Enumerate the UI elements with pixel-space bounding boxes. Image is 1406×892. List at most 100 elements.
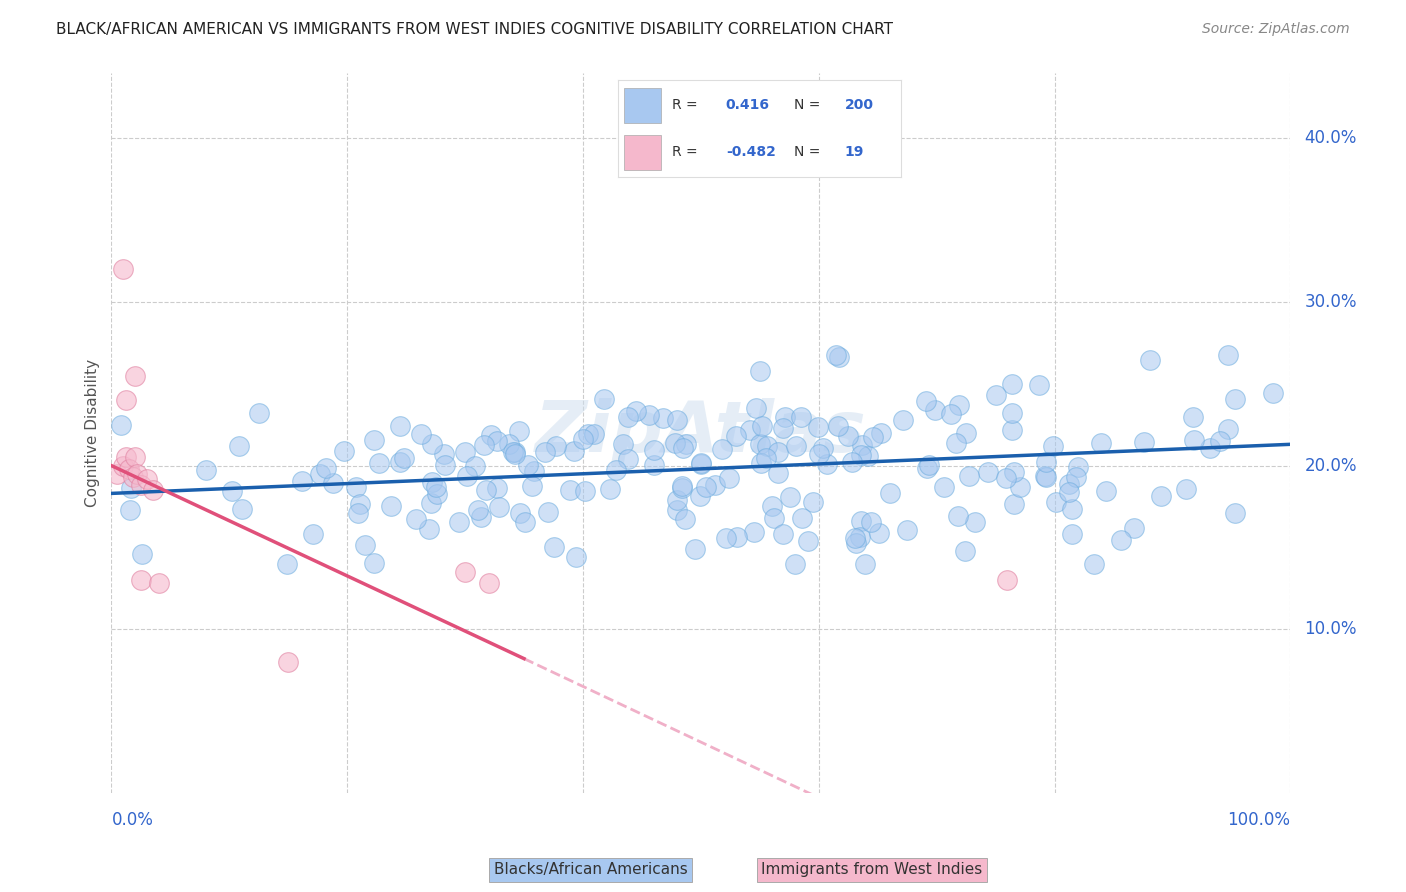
Point: [856, 450, 879, 464]
Point: [411, 427, 433, 442]
Point: [418, 522, 440, 536]
Point: [503, 445, 526, 459]
Point: [420, 496, 443, 510]
Point: [914, 394, 936, 409]
Point: [486, 434, 509, 448]
Point: [576, 426, 599, 441]
Point: [120, 481, 142, 495]
Point: [749, 456, 772, 470]
Point: [558, 483, 581, 498]
Point: [792, 511, 814, 525]
Point: [738, 423, 761, 437]
Point: [675, 512, 697, 526]
Point: [1064, 470, 1087, 484]
Point: [1028, 377, 1050, 392]
Text: Immigrants from West Indies: Immigrants from West Indies: [761, 863, 983, 877]
Point: [1057, 484, 1080, 499]
Point: [986, 388, 1008, 402]
Point: [666, 503, 689, 517]
Point: [110, 417, 132, 432]
Point: [1109, 533, 1132, 547]
Point: [363, 433, 385, 447]
Point: [725, 530, 748, 544]
Point: [583, 427, 606, 442]
Point: [772, 421, 794, 435]
Point: [1218, 348, 1240, 362]
Point: [447, 516, 470, 530]
Point: [344, 480, 367, 494]
Point: [485, 481, 508, 495]
Point: [562, 443, 585, 458]
Point: [742, 525, 765, 540]
Text: 30.0%: 30.0%: [1305, 293, 1357, 311]
Point: [498, 437, 520, 451]
Point: [763, 510, 786, 524]
Point: [1223, 506, 1246, 520]
Point: [785, 557, 807, 571]
Point: [392, 451, 415, 466]
Point: [470, 510, 492, 524]
Point: [389, 455, 412, 469]
Point: [380, 499, 402, 513]
Text: ZipAtlas: ZipAtlas: [534, 399, 866, 467]
Point: [131, 547, 153, 561]
Point: [1033, 469, 1056, 483]
Point: [953, 544, 976, 558]
Point: [1123, 521, 1146, 535]
Point: [808, 447, 831, 461]
Point: [349, 497, 371, 511]
Point: [751, 418, 773, 433]
Point: [1042, 439, 1064, 453]
Point: [1184, 434, 1206, 448]
Point: [977, 465, 1000, 479]
Point: [537, 505, 560, 519]
Point: [309, 467, 332, 481]
Point: [965, 515, 987, 529]
Point: [142, 483, 165, 497]
Point: [827, 418, 849, 433]
Point: [523, 465, 546, 479]
Point: [291, 475, 314, 489]
Point: [148, 576, 170, 591]
Point: [915, 461, 938, 475]
Point: [790, 409, 813, 424]
Point: [948, 398, 970, 412]
Point: [844, 531, 866, 545]
Point: [302, 526, 325, 541]
Point: [1218, 421, 1240, 435]
Point: [689, 489, 711, 503]
Point: [755, 439, 778, 453]
Point: [565, 549, 588, 564]
Point: [664, 436, 686, 450]
Text: 100.0%: 100.0%: [1227, 811, 1291, 829]
Point: [1199, 441, 1222, 455]
Point: [543, 540, 565, 554]
Point: [1133, 435, 1156, 450]
Point: [1002, 466, 1025, 480]
Point: [112, 458, 135, 473]
Text: 0.0%: 0.0%: [111, 811, 153, 829]
Point: [1083, 557, 1105, 571]
Point: [932, 480, 955, 494]
Point: [837, 429, 859, 443]
Point: [231, 501, 253, 516]
Point: [433, 458, 456, 472]
Point: [853, 557, 876, 571]
Point: [1057, 477, 1080, 491]
Point: [1090, 436, 1112, 450]
Point: [671, 479, 693, 493]
Point: [516, 458, 538, 472]
Point: [671, 481, 693, 495]
Point: [333, 443, 356, 458]
Point: [779, 491, 801, 505]
Point: [995, 573, 1018, 587]
Point: [695, 480, 717, 494]
Point: [124, 368, 146, 383]
Point: [420, 436, 443, 450]
Point: [1062, 527, 1084, 541]
Point: [675, 437, 697, 451]
Point: [761, 499, 783, 513]
Point: [616, 452, 638, 467]
Point: [748, 436, 770, 450]
Point: [851, 448, 873, 462]
